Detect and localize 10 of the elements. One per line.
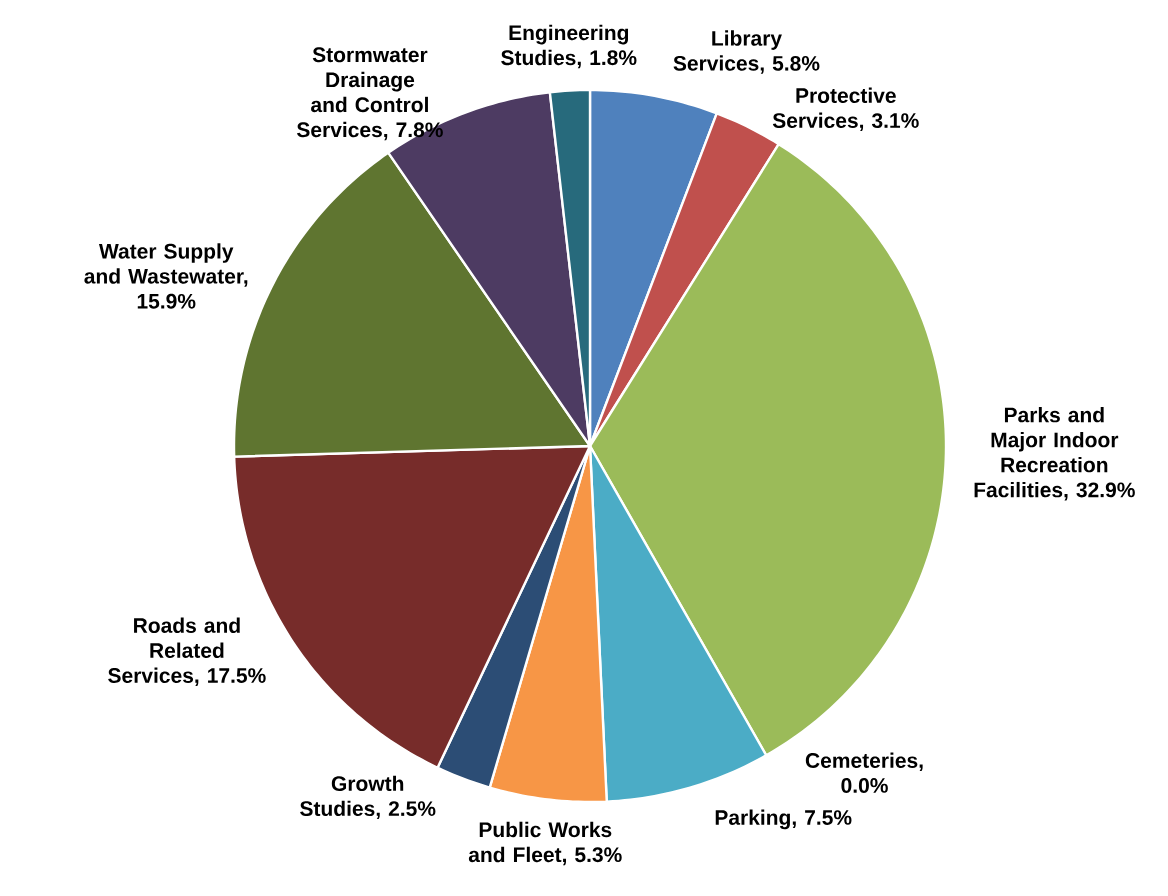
slice-label: Protective Services, 3.1% — [772, 87, 919, 132]
slice-label: Parks and Major Indoor Recreation Facilities, 32.9% — [974, 406, 1135, 501]
slice-label: Parking, 7.5% — [715, 809, 852, 830]
category-label: Cemeteries, 0.0% — [805, 752, 923, 793]
slice-label: Library Services, 5.8% — [673, 30, 820, 74]
slice-label: Public Works and Fleet, 5.3% — [468, 821, 622, 866]
slice-label: Roads and Related Services, 17.5% — [108, 617, 266, 686]
slice-label: Water Supply and Wastewater, 15.9% — [84, 243, 248, 309]
slice-label: Engineering Studies, 1.8% — [501, 24, 637, 69]
slice-label: Growth Studies, 2.5% — [300, 775, 436, 820]
